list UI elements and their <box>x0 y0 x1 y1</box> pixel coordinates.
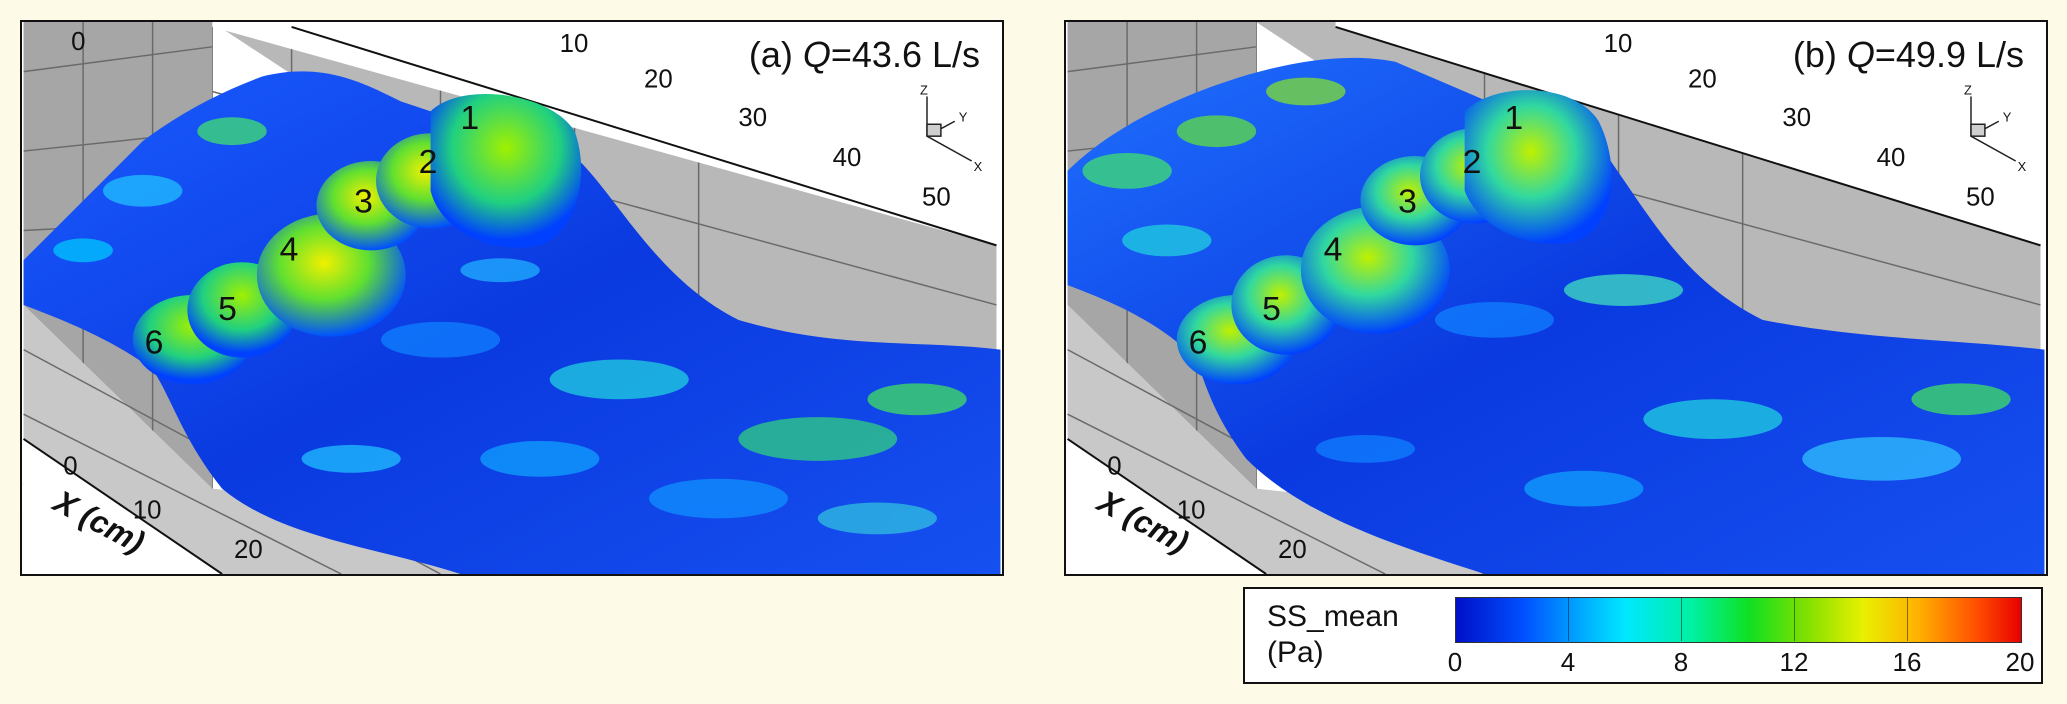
colorbar-tick-label: 20 <box>2005 647 2035 677</box>
grain-label-6: 6 <box>1189 324 1208 362</box>
axis-triad <box>926 96 973 162</box>
grain-label-5: 5 <box>1262 290 1281 328</box>
y-tick-label: 30 <box>1782 104 1811 132</box>
grain-label-2: 2 <box>419 143 438 181</box>
colorbar <box>1455 597 2022 643</box>
y-tick-label: 50 <box>922 184 951 212</box>
triad-z-label: Z <box>1964 82 1972 97</box>
colorbar-tick-label: 4 <box>1560 647 1576 677</box>
triad-z-label: Z <box>920 82 928 97</box>
bed-surface <box>1067 57 2045 574</box>
x-tick-label: 20 <box>234 536 263 564</box>
colorbar-tick-label: 16 <box>1892 647 1922 677</box>
y-tick-label: 20 <box>644 66 673 94</box>
surface-plot-a: 0 10 20 30 40 50 0 10 20 X (cm) 1 2 3 4 … <box>22 22 1001 574</box>
y-tick-label: 20 <box>1688 66 1717 94</box>
y-tick-label: 30 <box>738 104 767 132</box>
legend-title: SS_mean (Pa) <box>1267 599 1399 671</box>
grain-label-1: 1 <box>1504 99 1523 137</box>
colorbar-tick-label: 0 <box>1447 647 1463 677</box>
triad-x-label: X <box>2018 159 2027 174</box>
colorbar-tick-label: 12 <box>1779 647 1809 677</box>
panel-a: 0 10 20 30 40 50 0 10 20 X (cm) 1 2 3 4 … <box>20 20 1004 576</box>
legend-title-line1: SS_mean <box>1267 600 1399 633</box>
panel-title-b: (b) Q=49.9 L/s <box>1792 34 2024 75</box>
y-tick-label: 50 <box>1966 184 1995 212</box>
grain-label-4: 4 <box>280 230 299 268</box>
grain-label-6: 6 <box>145 324 164 362</box>
colorbar-tick <box>1794 597 1795 641</box>
axis-triad <box>1970 96 2017 162</box>
colorbar-tick <box>1907 597 1908 641</box>
x-tick-label: 10 <box>133 496 162 524</box>
triad-y-label: Y <box>959 109 968 124</box>
grain-label-3: 3 <box>354 183 373 221</box>
y-tick-label: 10 <box>560 30 589 58</box>
y-tick-label: 40 <box>1877 144 1906 172</box>
y-tick-label: 10 <box>1604 30 1633 58</box>
grain-label-2: 2 <box>1463 143 1482 181</box>
x-tick-label: 10 <box>1177 496 1206 524</box>
panel-b: 10 20 30 40 50 0 10 20 X (cm) 1 2 3 4 5 … <box>1064 20 2048 576</box>
grain-1 <box>1464 90 1612 244</box>
x-tick-label: 20 <box>1278 536 1307 564</box>
x-tick-label: 0 <box>63 453 77 481</box>
legend-title-line2: (Pa) <box>1267 636 1324 669</box>
grain-1 <box>430 94 582 248</box>
colorbar-legend: SS_mean (Pa) 0 4 8 12 16 20 <box>1243 587 2043 684</box>
grain-label-4: 4 <box>1324 230 1343 268</box>
x-tick-label: 0 <box>1107 453 1121 481</box>
colorbar-tick <box>1681 597 1682 641</box>
triad-y-label: Y <box>2003 109 2012 124</box>
surface-plot-b: 10 20 30 40 50 0 10 20 X (cm) 1 2 3 4 5 … <box>1066 22 2045 574</box>
triad-x-label: X <box>974 159 983 174</box>
panel-title-a: (a) Q=43.6 L/s <box>748 34 980 75</box>
grain-label-3: 3 <box>1398 183 1417 221</box>
y-tick-label: 40 <box>833 144 862 172</box>
floor <box>1067 304 2041 574</box>
grain-label-5: 5 <box>218 290 237 328</box>
colorbar-tick-label: 8 <box>1673 647 1689 677</box>
colorbar-tick <box>1568 597 1569 641</box>
y-tick-label: 0 <box>71 28 85 56</box>
grain-label-1: 1 <box>460 99 479 137</box>
